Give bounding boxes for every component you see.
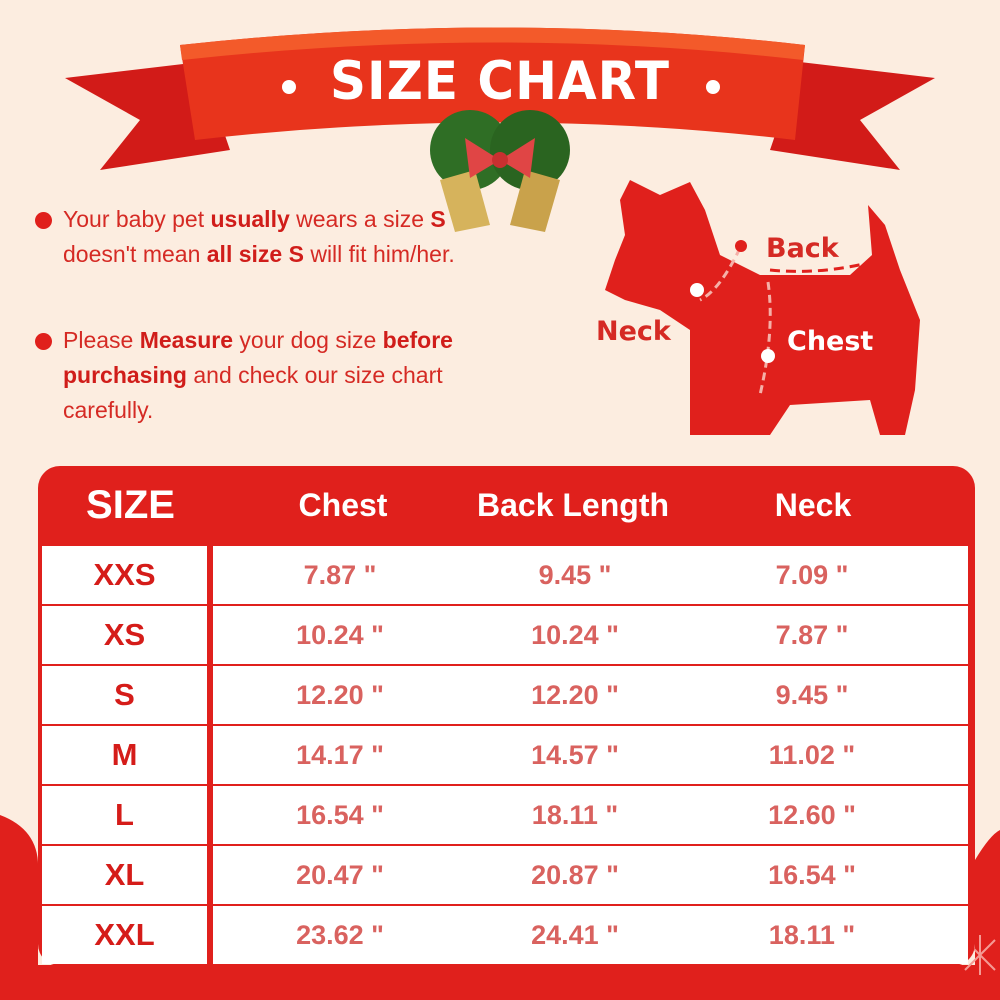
chest-value: 7.87 " [303, 559, 377, 590]
dog-silhouette-icon [605, 180, 920, 435]
back-length-value: 18.11 " [531, 799, 619, 830]
size-cell: XXL [42, 906, 207, 964]
size-cell: M [42, 726, 207, 784]
chest-value: 23.62 " [296, 919, 384, 950]
table-row: XXS 7.87 " 9.45 " 7.09 " [42, 546, 968, 604]
header-size: SIZE [86, 482, 175, 527]
bullet-text: Your baby pet usually wears a size S doe… [63, 206, 455, 267]
table-row: S 12.20 " 12.20 " 9.45 " [42, 666, 968, 724]
back-length-value: 20.87 " [531, 859, 619, 890]
banner-dot [282, 80, 296, 94]
bullet-dot-icon [35, 212, 52, 229]
size-table: SIZE Chest Back Length Neck XXS 7.87 " 9.4… [38, 466, 975, 966]
measurement-cells [213, 726, 968, 784]
measurement-cells [213, 666, 968, 724]
neck-value: 9.45 " [775, 679, 849, 710]
label-neck: Neck [596, 316, 671, 347]
header-neck: Neck [774, 486, 852, 523]
table-row: M 14.17 " 14.57 " 11.02 " [42, 726, 968, 784]
table-row: XXL 23.62 " 24.41 " 18.11 " [42, 906, 968, 964]
size-cell: XL [42, 846, 207, 904]
chest-value: 16.54 " [296, 799, 384, 830]
back-length-value: 10.24 " [531, 619, 619, 650]
header-chest: Chest [298, 486, 388, 523]
neck-value: 7.87 " [775, 619, 849, 650]
measurement-cells [213, 786, 968, 844]
neck-value: 16.54 " [768, 859, 856, 890]
chest-value: 12.20 " [296, 679, 384, 710]
banner-dot [706, 80, 720, 94]
table-row: XS 10.24 " 10.24 " 7.87 " [42, 606, 968, 664]
back-length-value: 9.45 " [538, 559, 612, 590]
neck-value: 11.02 " [768, 739, 856, 770]
chest-value: 10.24 " [296, 619, 384, 650]
chest-value: 14.17 " [296, 739, 384, 770]
neck-value: 12.60 " [768, 799, 856, 830]
bullet-text: Please Measure your dog size before purc… [63, 327, 453, 423]
neck-value: 18.11 " [768, 919, 856, 950]
page-title: SIZE CHART [329, 50, 671, 112]
bottom-red-wave [0, 815, 1000, 1000]
label-chest: Chest [787, 326, 874, 357]
size-cell: XXS [42, 546, 207, 604]
back-length-value: 14.57 " [531, 739, 619, 770]
label-back: Back [766, 233, 839, 264]
ribbon-banner [65, 27, 935, 170]
back-length-value: 24.41 " [531, 919, 619, 950]
measurement-cells [213, 846, 968, 904]
measurement-cells [213, 546, 968, 604]
neck-value: 7.09 " [775, 559, 849, 590]
christmas-bells-icon [430, 110, 570, 232]
size-cell: S [42, 666, 207, 724]
header-back-length: Back Length [476, 486, 670, 523]
chest-value: 20.47 " [296, 859, 384, 890]
size-cell: XS [42, 606, 207, 664]
measurement-cells [213, 906, 968, 964]
back-length-value: 12.20 " [531, 679, 619, 710]
bullet-dot-icon [35, 333, 52, 350]
measurement-cells [213, 606, 968, 664]
table-row: L 16.54 " 18.11 " 12.60 " [42, 786, 968, 844]
size-cell: L [42, 786, 207, 844]
bullet-note-1: Your baby pet usually wears a size S doe… [35, 202, 503, 272]
bullet-note-2: Please Measure your dog size before purc… [35, 323, 503, 428]
table-row: XL 20.47 " 20.87 " 16.54 " [42, 846, 968, 904]
